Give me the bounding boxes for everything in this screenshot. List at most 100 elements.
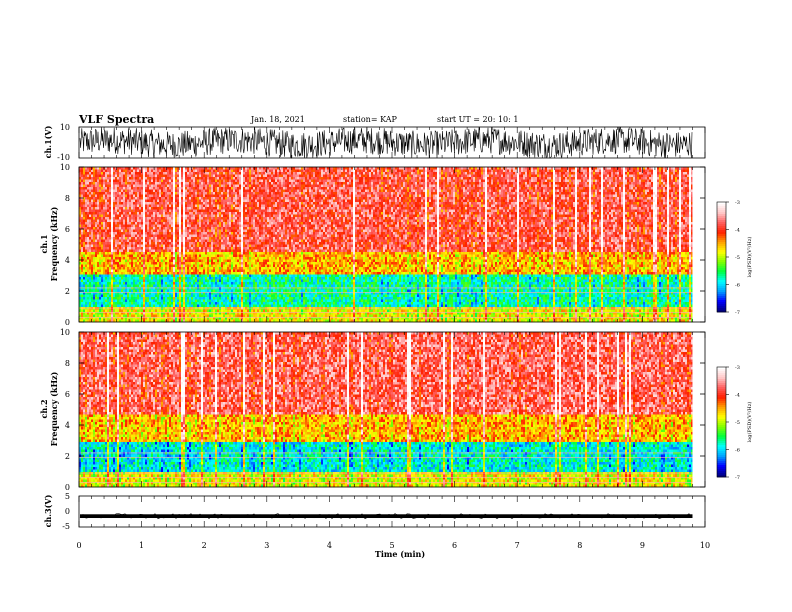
spectrogram-cell	[85, 222, 88, 225]
spectrogram-cell	[197, 224, 200, 228]
spectrogram-cell	[141, 319, 144, 323]
spectrogram-cell	[81, 277, 84, 280]
spectrogram-cell	[233, 209, 236, 213]
spectrogram-cell	[185, 169, 188, 173]
spectrogram-cell	[215, 199, 218, 203]
spectrogram-cell	[217, 212, 220, 215]
spectrogram-cell	[121, 199, 124, 203]
spectrogram-cell	[217, 264, 220, 268]
spectrogram-cell	[189, 242, 192, 245]
spectrogram-cell	[229, 314, 232, 318]
spectrogram-cell	[173, 237, 176, 240]
spectrogram-cell	[121, 217, 124, 220]
spectrogram-cell	[141, 239, 144, 243]
spectrogram-cell	[127, 174, 130, 178]
spectrogram-cell	[161, 199, 164, 203]
spectrogram-cell	[177, 184, 180, 188]
spectrogram-cell	[181, 214, 184, 218]
spectrogram-cell	[203, 287, 206, 290]
spectrogram-cell	[179, 304, 182, 308]
spectrogram-cell	[173, 277, 176, 280]
spectrogram-cell	[147, 237, 150, 240]
spectrogram-cell	[231, 287, 234, 290]
spectrogram-cell	[161, 214, 164, 218]
spectrogram-cell	[165, 282, 168, 285]
spectrogram-cell	[171, 307, 174, 310]
spectrogram-cell	[221, 287, 224, 290]
spectrogram-cell	[127, 279, 130, 283]
spectrogram-cell	[173, 267, 176, 270]
spectrogram-cell	[119, 184, 122, 188]
spectrogram-cell	[125, 167, 128, 170]
spectrogram-cell	[211, 274, 214, 278]
spectrogram-cell	[89, 254, 92, 258]
spectrogram-cell	[179, 224, 182, 228]
spectrogram-cell	[103, 242, 106, 245]
spectrogram-cell	[161, 319, 164, 323]
spectrogram-cell	[131, 279, 134, 283]
spectrogram-cell	[131, 224, 134, 228]
spectrogram-cell	[205, 239, 208, 243]
spectrogram-cell	[81, 182, 84, 185]
spectrogram-cell	[197, 199, 200, 203]
spectrogram-cell	[83, 204, 86, 208]
spectrogram-cell	[103, 239, 106, 243]
spectrogram-cell	[95, 252, 98, 255]
spectrogram-cell	[101, 309, 104, 313]
spectrogram-cell	[139, 222, 142, 225]
spectrogram-cell	[187, 207, 190, 210]
spectrogram-cell	[79, 292, 82, 295]
spectrogram-cell	[239, 207, 242, 210]
spectrogram-cell	[95, 259, 98, 263]
spectrogram-cell	[157, 227, 160, 230]
spectrogram-cell	[117, 174, 120, 178]
spectrogram-cell	[221, 202, 224, 205]
spectrogram-cell	[109, 304, 112, 308]
spectrogram-cell	[119, 282, 122, 285]
spectrogram-cell	[203, 219, 206, 223]
spectrogram-cell	[89, 264, 92, 268]
spectrogram-cell	[199, 314, 202, 318]
spectrogram-cell	[223, 187, 226, 190]
spectrogram-cell	[95, 257, 98, 260]
spectrogram-cell	[175, 222, 178, 225]
spectrogram-cell	[153, 187, 156, 190]
spectrogram-cell	[139, 264, 142, 268]
spectrogram-cell	[159, 197, 162, 200]
spectrogram-cell	[159, 309, 162, 313]
spectrogram-cell	[111, 249, 114, 253]
spectrogram-cell	[135, 272, 138, 275]
spectrogram-cell	[153, 222, 156, 225]
spectrogram-cell	[149, 277, 152, 280]
spectrogram-cell	[187, 187, 190, 190]
spectrogram-cell	[203, 199, 206, 203]
spectrogram-cell	[167, 319, 170, 323]
spectrogram-cell	[207, 217, 210, 220]
spectrogram-cell	[237, 314, 240, 318]
spectrogram-cell	[99, 214, 102, 218]
spectrogram-cell	[181, 302, 184, 305]
spectrogram-cell	[121, 234, 124, 238]
spectrogram-cell	[103, 204, 106, 208]
spectrogram-cell	[119, 299, 122, 303]
spectrogram-cell	[233, 204, 236, 208]
spectrogram-cell	[191, 272, 194, 275]
spectrogram-cell	[187, 222, 190, 225]
spectrogram-cell	[139, 172, 142, 175]
spectrogram-cell	[135, 267, 138, 270]
spectrogram-cell	[177, 274, 180, 278]
spectrogram-cell	[187, 214, 190, 218]
spectrogram-cell	[193, 214, 196, 218]
spectrogram-cell	[123, 247, 126, 250]
spectrogram-cell	[185, 264, 188, 268]
spectrogram-cell	[87, 184, 90, 188]
spectrogram-cell	[215, 197, 218, 200]
spectrogram-cell	[147, 262, 150, 265]
spectrogram-cell	[89, 269, 92, 273]
spectrogram-cell	[121, 279, 124, 283]
spectrogram-cell	[173, 179, 176, 183]
spectrogram-cell	[141, 272, 144, 275]
spectrogram-cell	[217, 252, 220, 255]
spectrogram-cell	[115, 199, 118, 203]
spectrogram-cell	[201, 172, 204, 175]
